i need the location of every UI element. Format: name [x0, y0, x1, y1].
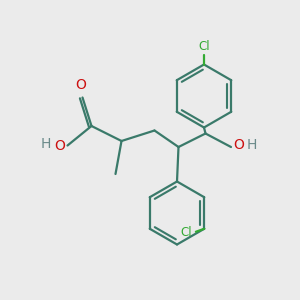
Text: Cl: Cl: [198, 40, 210, 53]
Text: O: O: [76, 78, 86, 92]
Text: O: O: [54, 139, 65, 152]
Text: H: H: [247, 138, 257, 152]
Text: Cl: Cl: [180, 226, 192, 239]
Text: O: O: [233, 138, 244, 152]
Text: H: H: [40, 137, 51, 151]
